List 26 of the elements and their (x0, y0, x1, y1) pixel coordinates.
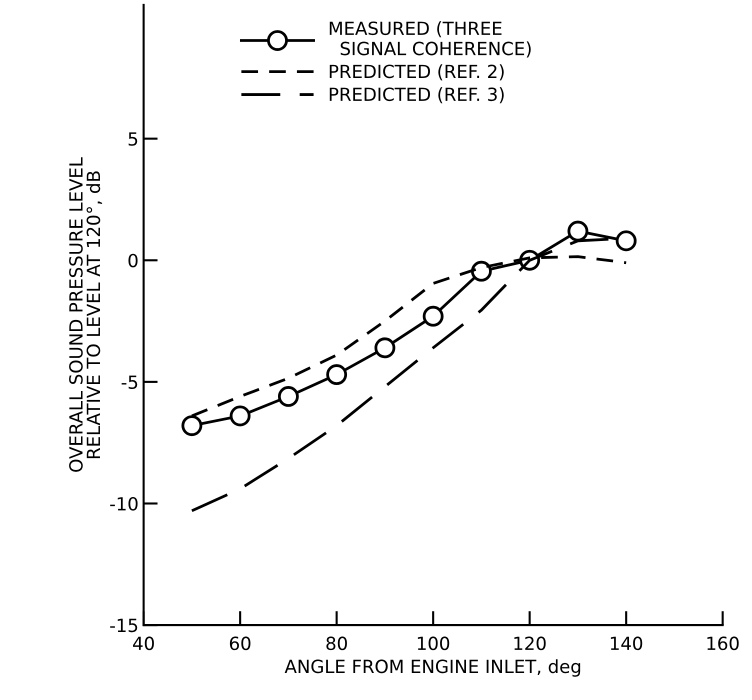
x-tick-label: 140 (610, 636, 642, 650)
x-tick-label: 60 (230, 636, 250, 650)
point (567, 220, 588, 242)
x-tick-label: 120 (514, 636, 546, 650)
x-tick-label: 160 (707, 636, 739, 650)
point (470, 260, 492, 282)
point (422, 306, 444, 327)
point (181, 415, 202, 436)
y-tick-label: 0 (128, 254, 138, 268)
x-tick-label: 40 (133, 636, 154, 650)
point (374, 337, 396, 358)
x-tick-label: 100 (418, 636, 450, 650)
y-tick-label: 5 (128, 132, 138, 146)
x-tick-label: 80 (326, 636, 347, 650)
y-axis-title: OVERALL SOUND PRESSURE LEVEL RELATIVE TO LEVEL AT 120°, dB (69, 157, 102, 472)
point (278, 386, 299, 407)
y-tick-label: -10 (110, 496, 138, 511)
point (616, 230, 637, 252)
legend-label: PREDICTED (REF. 3) (330, 87, 504, 104)
x-axis-title: ANGLE FROM ENGINE INLET, deg (284, 659, 580, 677)
legend-label: MEASURED (THREE SIGNAL COHERENCE) (330, 21, 531, 58)
y-tick-label: -15 (110, 618, 138, 632)
y-tick-label: -5 (122, 376, 138, 389)
legend-label: PREDICTED (REF. 2) (330, 64, 504, 80)
point (326, 364, 348, 386)
point (230, 406, 251, 426)
